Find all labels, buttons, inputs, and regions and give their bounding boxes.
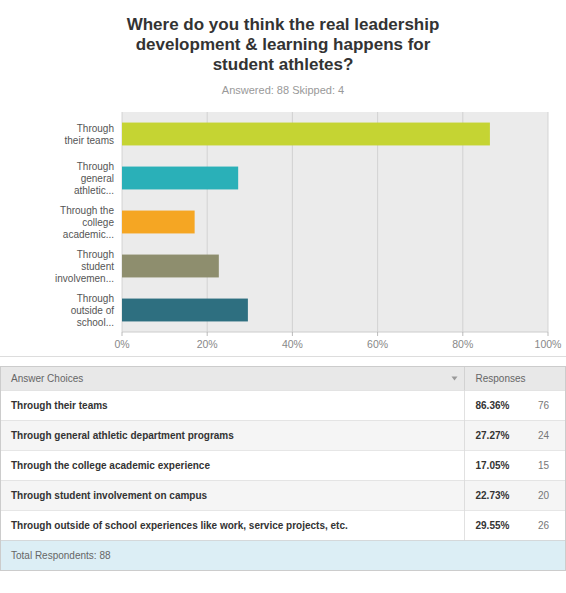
table-divider bbox=[464, 421, 465, 451]
tick-label: 80% bbox=[452, 338, 473, 350]
tick-label: 0% bbox=[114, 338, 129, 350]
bar bbox=[122, 255, 219, 278]
table-cell: Through general athletic department prog… bbox=[11, 430, 234, 441]
table-cell: Through student involvement on campus bbox=[11, 490, 208, 501]
separator bbox=[0, 356, 566, 357]
table-cell: 76 bbox=[538, 400, 550, 411]
table-cell: 17.05% bbox=[476, 460, 510, 471]
table-cell: 20 bbox=[538, 490, 550, 501]
tick-mark bbox=[207, 332, 208, 336]
table-divider bbox=[464, 367, 465, 391]
table-cell: 24 bbox=[538, 430, 550, 441]
table-row bbox=[1, 481, 566, 511]
table-cell: 29.55% bbox=[476, 520, 510, 531]
title: Where do you think the real leadershipde… bbox=[127, 15, 440, 74]
table-cell: Through outside of school experiences li… bbox=[11, 520, 348, 531]
category-label: Throughstudentinvolvemen... bbox=[55, 249, 114, 284]
tick-label: 100% bbox=[535, 338, 562, 350]
subtitle: Answered: 88 Skipped: 4 bbox=[222, 84, 344, 96]
tick-label: 40% bbox=[282, 338, 303, 350]
table-divider bbox=[464, 451, 465, 481]
table-footer-text: Total Respondents: 88 bbox=[11, 550, 111, 561]
table-row bbox=[1, 391, 566, 421]
table-divider bbox=[464, 481, 465, 511]
tick-label: 60% bbox=[367, 338, 388, 350]
axis-line bbox=[122, 332, 548, 333]
x-axis: 0% 20% 40% 60% 80% 100% bbox=[114, 332, 561, 350]
tick-label: 20% bbox=[197, 338, 218, 350]
table-cell: 86.36% bbox=[476, 400, 510, 411]
category-label: Throughoutside ofschool... bbox=[71, 293, 115, 328]
table-cell: 26 bbox=[538, 520, 550, 531]
table-row bbox=[1, 511, 566, 541]
table-header-text: Responses bbox=[476, 373, 526, 384]
grid-line bbox=[548, 112, 549, 332]
bar bbox=[122, 167, 238, 190]
table-cell: 15 bbox=[538, 460, 550, 471]
table-row bbox=[1, 451, 566, 481]
background bbox=[0, 0, 566, 593]
table-divider bbox=[464, 391, 465, 421]
table-header-text: Answer Choices bbox=[11, 373, 83, 384]
grid bbox=[122, 112, 548, 332]
table-footer bbox=[1, 541, 566, 571]
bar bbox=[122, 123, 490, 146]
filter-icon bbox=[452, 377, 458, 381]
table-border bbox=[1, 367, 566, 571]
table-divider bbox=[464, 511, 465, 541]
category-label: Through thecollegeacademic... bbox=[60, 205, 114, 240]
tick-mark bbox=[292, 332, 293, 336]
table-cell: Through their teams bbox=[11, 400, 108, 411]
chart-canvas: Where do you think the real leadershipde… bbox=[0, 0, 566, 593]
table-row bbox=[1, 421, 566, 451]
table-cell: Through the college academic experience bbox=[11, 460, 210, 471]
bar bbox=[122, 211, 195, 234]
tick-mark bbox=[122, 332, 123, 336]
plot-background bbox=[122, 112, 548, 332]
bars bbox=[122, 123, 490, 322]
table-cell: 22.73% bbox=[476, 490, 510, 501]
table-cell: 27.27% bbox=[476, 430, 510, 441]
category-label: Throughtheir teams bbox=[65, 123, 114, 146]
category-labels: Throughtheir teams Throughgeneralathletic… bbox=[55, 123, 114, 328]
bar bbox=[122, 299, 248, 322]
tick-mark bbox=[462, 332, 463, 336]
table: Answer Choices Responses Through their tea… bbox=[1, 367, 566, 571]
tick-mark bbox=[377, 332, 378, 336]
tick-mark bbox=[548, 332, 549, 336]
table-header bbox=[1, 367, 566, 391]
category-label: Throughgeneralathletic... bbox=[74, 161, 114, 196]
